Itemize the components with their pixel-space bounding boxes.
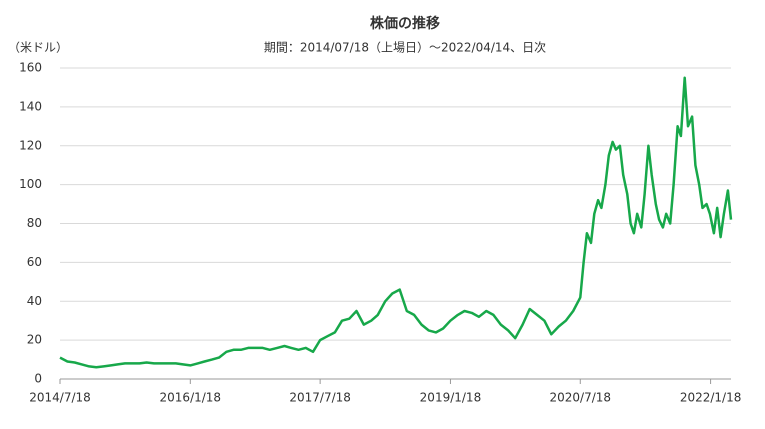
x-tick-label: 2014/7/18 [29,391,91,405]
y-tick-label: 100 [19,177,42,191]
y-tick-label: 60 [27,255,42,269]
price-line [59,76,733,369]
y-tick-label: 140 [19,99,42,113]
y-axis-label: （米ドル） [8,41,68,55]
y-tick-label: 20 [27,333,42,347]
y-tick-label: 160 [19,61,42,75]
y-tick-label: 80 [27,216,42,230]
y-tick-label: 0 [34,372,42,386]
x-tick-label: 2022/1/18 [680,391,742,405]
x-tick-label: 2017/7/18 [289,391,351,405]
chart-subtitle: 期間：2014/07/18（上場日）～2022/04/14、日次 [264,41,546,55]
chart-title: 株価の推移 [370,15,440,32]
x-tick-label: 2016/1/18 [160,391,222,405]
y-tick-label: 40 [27,294,42,308]
x-tick-label: 2019/1/18 [420,391,482,405]
y-tick-label: 120 [19,138,42,152]
x-tick-label: 2020/7/18 [550,391,612,405]
